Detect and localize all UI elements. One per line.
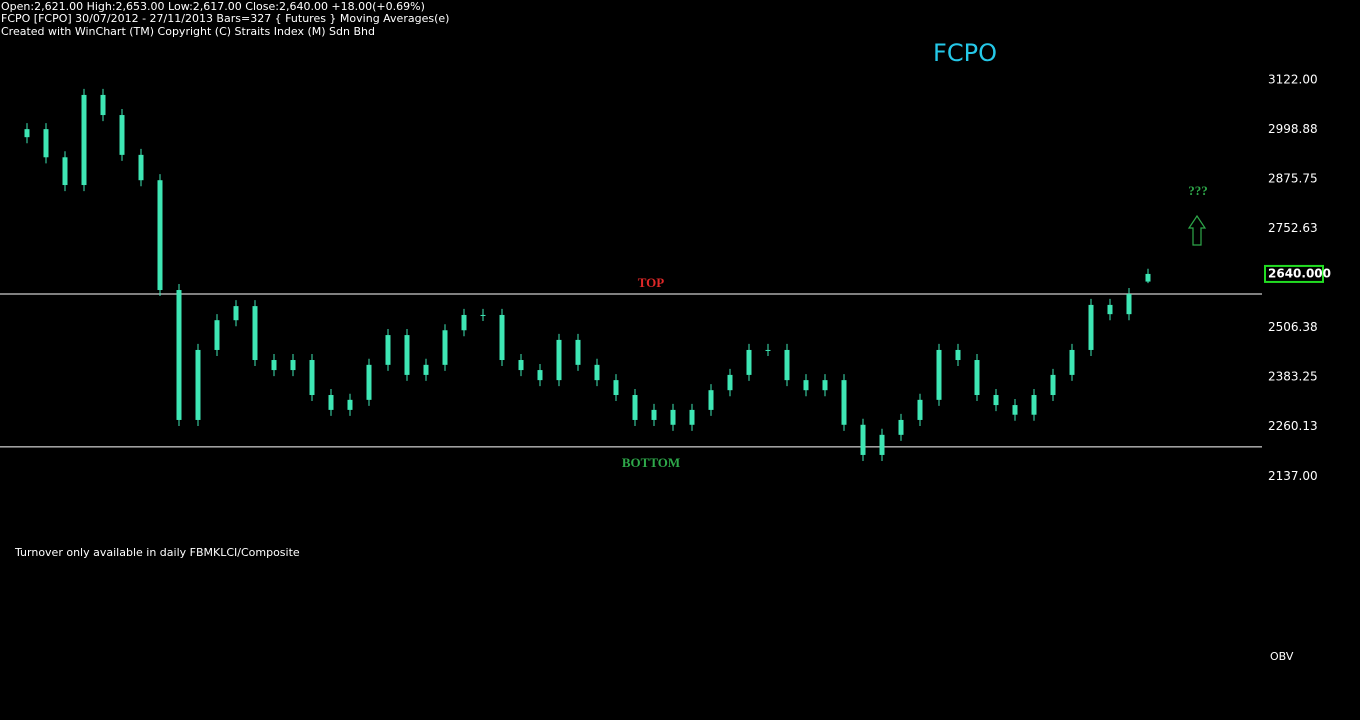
candle-body	[518, 360, 524, 371]
candle-body	[841, 380, 847, 425]
y-tick-label: 2137.00	[1268, 469, 1318, 483]
header-line: Open:2,621.00 High:2,653.00 Low:2,617.00…	[1, 0, 425, 13]
candle-body	[309, 360, 315, 396]
candle-body	[556, 339, 562, 381]
candle-body	[708, 390, 714, 410]
candle-body	[765, 349, 771, 351]
y-tick-label: 2875.75	[1268, 172, 1318, 186]
candle-body	[537, 370, 543, 381]
candle-body	[43, 129, 49, 158]
candle-body	[670, 409, 676, 425]
header-line: FCPO [FCPO] 30/07/2012 - 27/11/2013 Bars…	[1, 12, 449, 25]
candle-body	[62, 157, 68, 186]
candle-body	[936, 349, 942, 400]
candle-body	[955, 349, 961, 361]
candle-body	[499, 314, 505, 361]
candle-body	[442, 330, 448, 365]
panel-label: OBV	[1270, 650, 1294, 663]
candle-body	[1145, 273, 1151, 282]
y-tick-label: 2506.38	[1268, 320, 1318, 334]
candle-body	[822, 380, 828, 391]
last-price-label: 2640.000	[1268, 266, 1331, 280]
candle-body	[385, 335, 391, 365]
y-tick-label: 3122.00	[1268, 73, 1318, 87]
candle-body	[480, 314, 486, 316]
candle-body	[803, 380, 809, 391]
candle-body	[993, 395, 999, 406]
candle-body	[119, 115, 125, 155]
header-line: Created with WinChart (TM) Copyright (C)…	[1, 25, 375, 38]
candle-body	[613, 380, 619, 396]
candle-body	[1012, 405, 1018, 415]
y-tick-label: 2260.13	[1268, 419, 1318, 433]
candle-body	[974, 360, 980, 396]
chart-title: FCPO	[933, 39, 997, 67]
candle-body	[24, 129, 30, 138]
level-label: TOP	[638, 275, 665, 290]
y-tick-label: 2998.88	[1268, 122, 1318, 136]
candle-body	[594, 364, 600, 381]
candle-body	[1088, 304, 1094, 350]
y-tick-label: 2383.25	[1268, 370, 1318, 384]
y-tick-label: 2752.63	[1268, 221, 1318, 235]
arrow	[1187, 214, 1207, 246]
candle-body	[347, 399, 353, 410]
candle-body	[81, 94, 87, 186]
candle-body	[917, 399, 923, 420]
candle-body	[252, 306, 258, 361]
level-label: BOTTOM	[622, 455, 680, 470]
candle-body	[271, 360, 277, 371]
candle-body	[157, 180, 163, 291]
candle-body	[366, 364, 372, 400]
candle-body	[1069, 349, 1075, 375]
candle-body	[1050, 374, 1056, 396]
candle-body	[100, 94, 106, 116]
candle-body	[1107, 304, 1113, 315]
last-price-box	[1264, 264, 1324, 283]
candle-body	[651, 409, 657, 420]
candle-body	[138, 154, 144, 181]
candle-body	[632, 395, 638, 420]
candle-body	[423, 364, 429, 375]
candle-body	[233, 306, 239, 321]
candle-body	[879, 434, 885, 455]
annotation: ???	[1188, 183, 1208, 198]
candle-body	[1126, 294, 1132, 315]
note: Turnover only available in daily FBMKLCI…	[14, 546, 300, 559]
candle-body	[214, 320, 220, 350]
candle-body	[176, 290, 182, 420]
candle-body	[727, 374, 733, 391]
candle-body	[1031, 395, 1037, 415]
candle-body	[461, 314, 467, 331]
candle-body	[575, 339, 581, 365]
candle-body	[689, 409, 695, 425]
candle-body	[898, 419, 904, 435]
candle-body	[195, 349, 201, 420]
candle-body	[746, 349, 752, 375]
candle-body	[784, 349, 790, 381]
candle-body	[328, 395, 334, 410]
candle-body	[404, 335, 410, 375]
candle-body	[290, 360, 296, 371]
candle-body	[860, 424, 866, 455]
